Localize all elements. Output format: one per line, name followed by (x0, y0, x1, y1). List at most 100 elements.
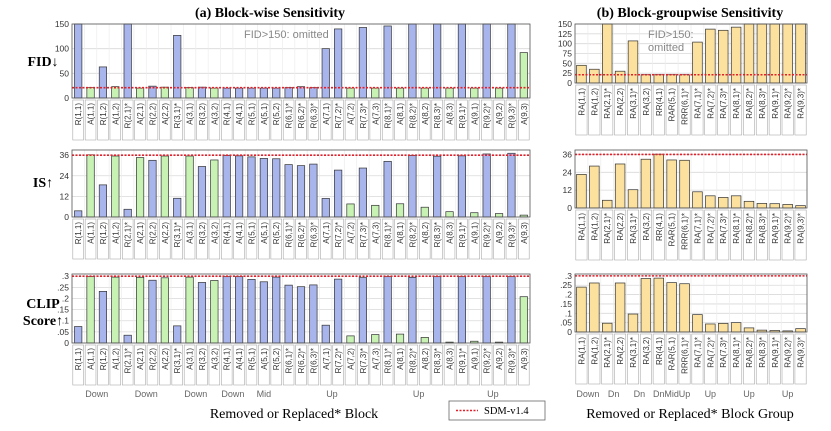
x-tick-box (394, 99, 406, 141)
x-tick-box (134, 344, 146, 386)
bar (321, 324, 330, 344)
chart-title-b: (b) Block-groupwise Sensitivity (597, 6, 783, 21)
bar (730, 195, 742, 209)
x-tick-box (381, 344, 394, 386)
fid-note-line: FID>150: (648, 29, 694, 41)
y-tick-label: 12 (60, 191, 70, 201)
bar (494, 87, 504, 99)
y-tick-label: .3 (565, 271, 572, 281)
x-tick-box (781, 84, 794, 136)
x-tick-box (258, 218, 270, 260)
x-tick-box (357, 99, 369, 141)
x-tick-box (270, 218, 282, 260)
x-tick-box (270, 344, 282, 386)
bar (247, 278, 256, 344)
x-tick-box (146, 344, 159, 386)
y-tick-label: .25 (560, 280, 572, 290)
bar (640, 158, 652, 209)
bar (494, 213, 504, 218)
x-tick-box (456, 218, 468, 260)
x-tick-label: A(8,2) (421, 348, 430, 370)
group-label: Up (413, 389, 425, 399)
bar (98, 184, 108, 218)
group-label: Up (326, 389, 338, 399)
x-tick-label: A(2,2) (161, 348, 170, 370)
y-tick-label: 150 (558, 19, 572, 29)
x-tick-label: R(9,2)* (483, 103, 492, 128)
x-tick-box (183, 99, 196, 141)
bar (679, 74, 690, 84)
x-tick-box (493, 218, 505, 260)
bar (259, 281, 268, 344)
bar (482, 153, 491, 218)
x-tick-label: A(1,2) (111, 348, 120, 370)
x-tick-box (639, 333, 652, 385)
x-tick-box (614, 209, 627, 261)
x-tick-label: R(8,2)* (408, 222, 417, 247)
y-tick-label: .1 (565, 308, 572, 318)
group-label: Down (85, 389, 108, 399)
x-tick-label: R(9,1)* (458, 103, 467, 128)
x-tick-box (781, 333, 794, 385)
bar (197, 282, 207, 344)
x-tick-box (518, 344, 530, 386)
x-tick-box (794, 209, 807, 261)
x-tick-box (704, 209, 717, 261)
x-tick-label: RA(7,1)* (693, 337, 702, 368)
bar (235, 155, 244, 218)
x-tick-label: R(1,2) (99, 103, 108, 126)
x-tick-box (505, 99, 518, 141)
bar (507, 152, 516, 218)
bar (111, 276, 120, 344)
bar (160, 155, 169, 218)
x-tick-box (109, 344, 122, 386)
x-tick-label: A(7,2) (347, 222, 356, 244)
x-tick-box (344, 218, 357, 260)
bar (136, 87, 145, 99)
x-tick-box (344, 344, 357, 386)
bar (309, 163, 318, 218)
x-tick-label: RA(7,2)* (706, 337, 715, 368)
x-tick-box (72, 344, 84, 386)
bar (445, 211, 454, 218)
x-tick-label: R(4,1) (223, 222, 232, 245)
bar (576, 174, 587, 209)
bar (433, 276, 442, 344)
bar (346, 203, 355, 218)
x-tick-box (109, 218, 122, 260)
x-tick-box (588, 333, 601, 385)
bar (136, 276, 145, 344)
x-tick-box (743, 209, 755, 261)
bar (148, 279, 157, 344)
x-tick-box (171, 99, 183, 141)
bar (309, 87, 318, 99)
x-tick-label: R(9,1)* (458, 222, 467, 247)
x-tick-label: A(5,1) (260, 103, 269, 125)
x-tick-label: A(8,1) (396, 222, 405, 244)
x-tick-box (344, 99, 357, 141)
x-tick-box (320, 99, 332, 141)
bar (98, 66, 108, 99)
x-tick-label: A(4,1) (235, 103, 244, 125)
y-tick-label: .15 (57, 305, 69, 315)
x-tick-box (295, 218, 307, 260)
bar (743, 23, 755, 84)
y-tick-label: 50 (563, 58, 573, 68)
bar (210, 280, 219, 344)
x-tick-box (627, 209, 639, 261)
x-tick-box (755, 333, 768, 385)
x-tick-label: R(9,2)* (483, 348, 492, 373)
bar (222, 87, 231, 99)
bar (371, 204, 380, 218)
x-tick-label: A(7,3) (371, 348, 380, 370)
x-tick-label: R(3,1)* (173, 222, 182, 247)
x-tick-box (208, 218, 221, 260)
x-tick-box (97, 99, 109, 141)
x-tick-label: RA(7,2)* (706, 88, 715, 119)
x-tick-box (691, 333, 704, 385)
bar (743, 200, 755, 209)
fid-note: FID>150: omitted (648, 29, 694, 54)
bar (614, 70, 626, 84)
x-tick-box (518, 99, 530, 141)
